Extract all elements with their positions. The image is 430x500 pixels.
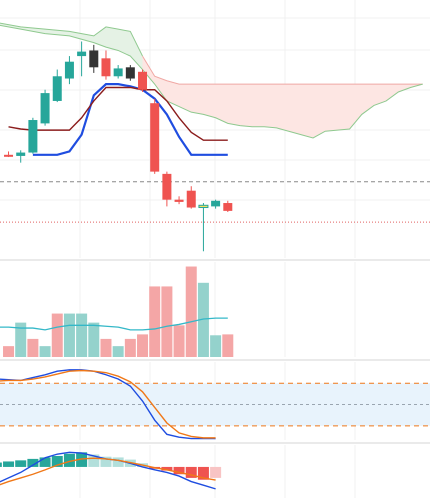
volume-bar-17 bbox=[210, 335, 222, 357]
candle-body-10 bbox=[125, 67, 135, 79]
macd-panel[interactable] bbox=[0, 451, 222, 490]
macd-histogram-bar-1 bbox=[0, 462, 2, 467]
candle-body-17 bbox=[211, 200, 221, 207]
candle-body-9 bbox=[113, 68, 123, 77]
macd-macd-line bbox=[0, 451, 216, 490]
price-panel[interactable] bbox=[0, 16, 430, 252]
base-line bbox=[8, 86, 228, 141]
volume-bar-7 bbox=[88, 322, 100, 357]
volume-bar-4 bbox=[51, 313, 63, 357]
oscillator-band bbox=[0, 383, 430, 426]
volume-bar-9 bbox=[112, 346, 124, 357]
candle-body-15 bbox=[186, 190, 196, 208]
macd-signal-line bbox=[0, 457, 216, 486]
macd-histogram-bar-9 bbox=[88, 454, 100, 467]
macd-histogram-bar-19 bbox=[210, 466, 222, 478]
candle-body-11 bbox=[138, 71, 148, 90]
volume-bar-5 bbox=[63, 313, 75, 357]
volume-bar-1 bbox=[15, 322, 27, 357]
candle-body-16 bbox=[198, 204, 209, 209]
candle-body-14 bbox=[174, 199, 184, 202]
candle-body-12 bbox=[150, 103, 160, 172]
volume-bar-2 bbox=[27, 338, 39, 357]
volume-bar-15 bbox=[185, 266, 197, 357]
macd-histogram-bar-11 bbox=[112, 457, 124, 467]
cloud-span-b-line bbox=[0, 24, 423, 139]
candle-body-2 bbox=[28, 120, 38, 153]
conversion-line bbox=[32, 83, 228, 156]
oscillator-slow-line bbox=[0, 369, 216, 439]
macd-histogram-bar-16 bbox=[173, 466, 185, 475]
macd-histogram-bar-8 bbox=[76, 452, 88, 467]
candle-body-7 bbox=[89, 50, 99, 68]
volume-panel[interactable] bbox=[0, 266, 234, 357]
macd-histogram-bar-18 bbox=[197, 466, 209, 480]
volume-bar-14 bbox=[173, 325, 185, 357]
candle-body-8 bbox=[101, 58, 111, 77]
macd-histogram-bar-15 bbox=[161, 466, 173, 471]
cloud-bearish-fill bbox=[142, 56, 423, 138]
oscillator-panel[interactable] bbox=[0, 369, 430, 440]
macd-histogram-bar-2 bbox=[3, 461, 15, 467]
candle-body-18 bbox=[223, 203, 233, 211]
macd-histogram-bar-10 bbox=[100, 456, 112, 467]
cloud-span-a-line-late bbox=[142, 55, 423, 85]
cloud-bullish-fill bbox=[0, 23, 143, 70]
volume-bar-18 bbox=[222, 334, 234, 357]
macd-histogram-bar-3 bbox=[15, 460, 27, 467]
volume-bar-0 bbox=[3, 346, 15, 357]
volume-bar-11 bbox=[137, 334, 149, 357]
volume-bar-16 bbox=[197, 282, 209, 357]
candle-body-5 bbox=[64, 61, 74, 79]
candle-body-4 bbox=[52, 76, 62, 101]
macd-histogram-bar-4 bbox=[27, 458, 39, 467]
cloud-span-a-line bbox=[0, 22, 143, 57]
macd-histogram-bar-5 bbox=[39, 457, 51, 467]
volume-bar-13 bbox=[161, 286, 173, 357]
volume-bar-8 bbox=[100, 338, 112, 357]
candle-body-6 bbox=[77, 51, 87, 57]
volume-ma-line bbox=[0, 317, 228, 331]
candle-body-0 bbox=[4, 154, 14, 157]
macd-histogram-bar-17 bbox=[185, 466, 197, 478]
macd-histogram-bar-7 bbox=[63, 453, 75, 467]
candle-body-13 bbox=[162, 173, 172, 200]
macd-histogram-bar-6 bbox=[51, 455, 63, 467]
volume-bar-3 bbox=[39, 346, 51, 357]
volume-bar-10 bbox=[124, 338, 136, 357]
candle-body-1 bbox=[16, 152, 26, 156]
volume-bar-6 bbox=[76, 313, 88, 357]
candle-body-3 bbox=[40, 93, 50, 124]
volume-bar-12 bbox=[149, 286, 161, 357]
